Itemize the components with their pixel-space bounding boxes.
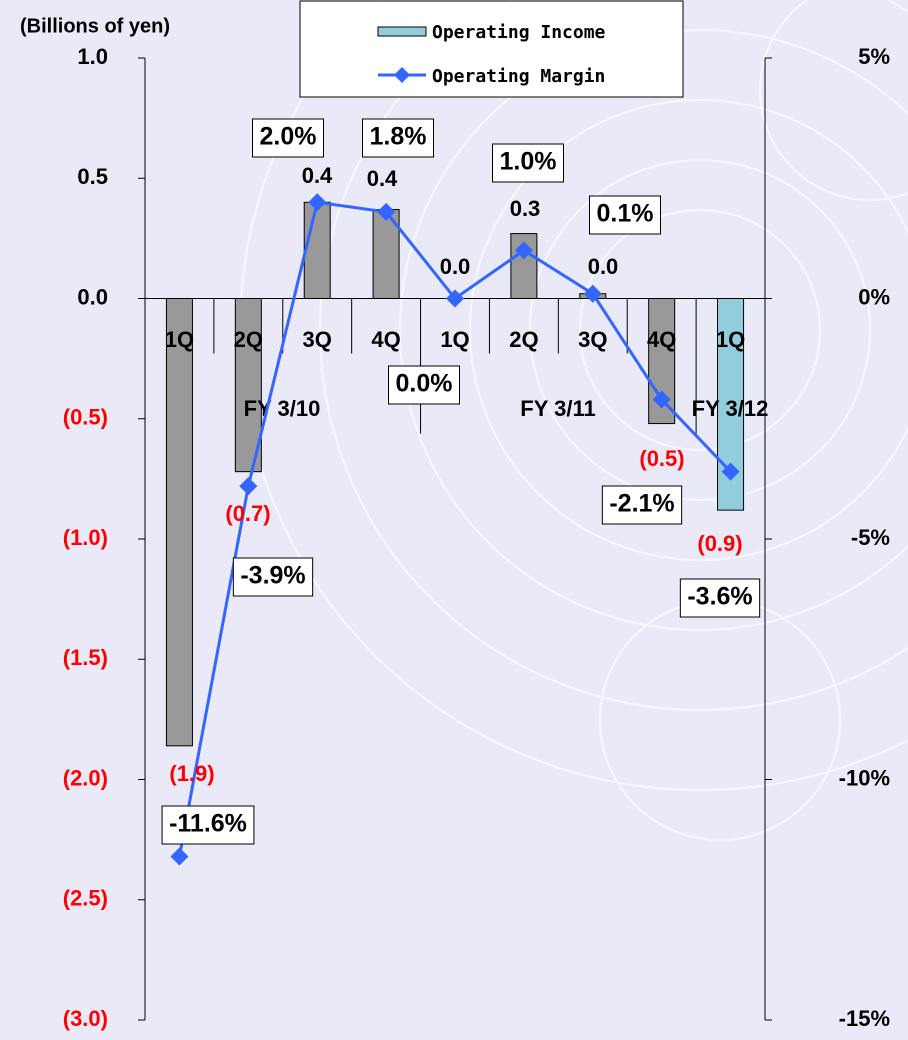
y2-tick-label: -5% xyxy=(851,525,890,550)
margin-label-box xyxy=(252,118,324,158)
marker xyxy=(239,477,258,496)
bar-value-label: (0.5) xyxy=(639,446,684,471)
margin-label-box xyxy=(601,485,683,525)
margin-value-label: -3.6% xyxy=(687,583,752,611)
bar-value-label: 0.3 xyxy=(510,196,541,221)
margin-value-label: 1.8% xyxy=(370,123,427,151)
bar-value-label: 0.4 xyxy=(302,163,333,188)
y2-tick-label: 0% xyxy=(858,284,890,309)
y-tick-label: 0.5 xyxy=(77,164,108,189)
margin-label-box xyxy=(362,118,434,158)
bar xyxy=(303,201,331,299)
bar xyxy=(165,298,193,747)
y-tick-label: (2.0) xyxy=(63,765,108,790)
margin-value-label: 2.0% xyxy=(260,123,317,151)
bar-value-label: (1.9) xyxy=(169,761,214,786)
legend-label: Operating Income xyxy=(432,22,606,43)
margin-value-label: 0.0% xyxy=(396,370,453,398)
marker xyxy=(514,241,533,260)
group-label: FY 3/10 xyxy=(244,396,321,421)
marker xyxy=(170,847,189,866)
legend xyxy=(299,0,684,98)
margin-value-label: 1.0% xyxy=(500,148,557,176)
margin-label-box xyxy=(589,195,661,235)
x-tick-label: 3Q xyxy=(303,327,332,352)
legend-marker xyxy=(394,67,410,83)
x-tick-label: 4Q xyxy=(371,327,400,352)
group-label: FY 3/12 xyxy=(692,396,769,421)
marker xyxy=(308,193,327,212)
y-tick-label: (0.5) xyxy=(63,405,108,430)
bar-value-label: 0.4 xyxy=(367,166,398,191)
margin-label-box xyxy=(388,365,460,405)
bar-value-label: 0.0 xyxy=(440,254,471,279)
x-tick-label: 2Q xyxy=(234,327,263,352)
y-tick-label: (2.5) xyxy=(63,886,108,911)
bar xyxy=(234,298,262,473)
marker xyxy=(583,284,602,303)
marker xyxy=(721,462,740,481)
y2-tick-label: -15% xyxy=(839,1006,890,1031)
x-tick-label: 4Q xyxy=(647,327,676,352)
group-label: FY 3/11 xyxy=(520,396,595,421)
legend-label: Operating Margin xyxy=(432,66,605,87)
x-tick-label: 1Q xyxy=(165,327,194,352)
y2-tick-label: -10% xyxy=(839,765,890,790)
margin-value-label: 0.1% xyxy=(597,200,654,228)
y-tick-label: (1.5) xyxy=(63,645,108,670)
y-tick-label: 0.0 xyxy=(77,284,108,309)
margin-label-box xyxy=(161,805,255,845)
y-tick-label: (1.0) xyxy=(63,525,108,550)
margin-value-label: -2.1% xyxy=(609,490,674,518)
x-tick-label: 1Q xyxy=(440,327,469,352)
y-axis-label: (Billions of yen) xyxy=(20,15,170,37)
margin-label-box xyxy=(679,578,761,618)
legend-swatch xyxy=(377,26,427,37)
x-tick-label: 3Q xyxy=(578,327,607,352)
bar-value-label: 0.0 xyxy=(588,254,619,279)
x-tick-label: 2Q xyxy=(509,327,538,352)
margin-label-box xyxy=(232,557,314,597)
y-tick-label: 1.0 xyxy=(77,44,108,69)
bar-value-label: (0.7) xyxy=(225,501,270,526)
marker xyxy=(377,202,396,221)
y-tick-label: (3.0) xyxy=(63,1006,108,1031)
margin-value-label: -3.9% xyxy=(240,562,305,590)
bar-value-label: (0.9) xyxy=(697,531,742,556)
marker xyxy=(652,390,671,409)
marker xyxy=(446,289,464,308)
y2-tick-label: 5% xyxy=(858,44,890,69)
x-tick-label: 1Q xyxy=(716,327,745,352)
margin-label-box xyxy=(492,143,564,183)
margin-value-label: -11.6% xyxy=(169,810,247,838)
